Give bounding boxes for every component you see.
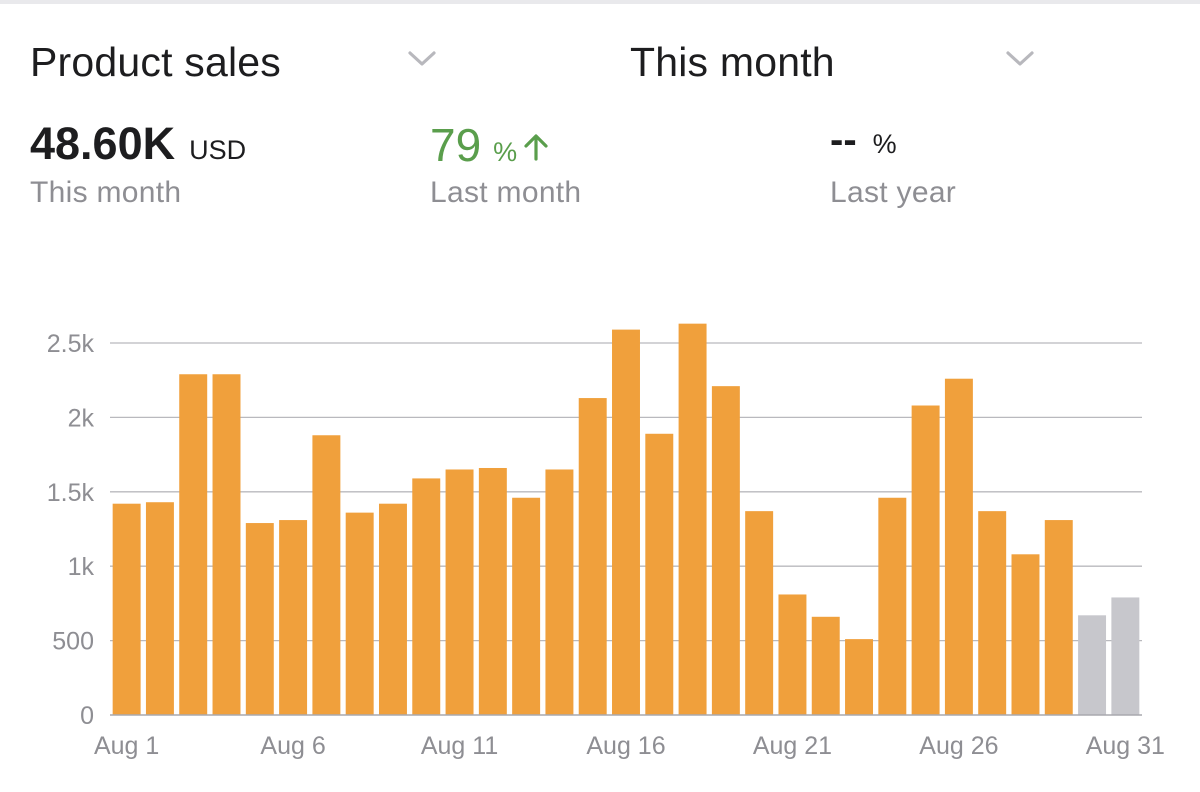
bar-aug-21[interactable]	[778, 594, 807, 715]
period-dropdown-label: This month	[630, 38, 835, 85]
y-tick-label: 1.5k	[47, 479, 95, 507]
bar-aug-4[interactable]	[212, 374, 241, 715]
chevron-down-icon	[1002, 44, 1038, 74]
last-year-label: Last year	[830, 176, 957, 209]
last-month-change-unit: %	[493, 137, 518, 167]
y-tick-label: 2.5k	[47, 330, 95, 358]
bar-aug-24[interactable]	[878, 497, 907, 715]
bar-aug-27[interactable]	[978, 511, 1007, 715]
arrow-up-icon	[523, 133, 549, 166]
y-tick-label: 0	[80, 702, 94, 730]
chevron-down-icon	[404, 44, 440, 74]
bar-aug-19[interactable]	[711, 386, 740, 715]
metric-total: 48.60K USD This month	[30, 118, 246, 210]
bar-aug-5[interactable]	[245, 523, 274, 715]
bar-aug-7[interactable]	[312, 435, 341, 715]
y-tick-label: 2k	[68, 404, 95, 432]
bar-aug-20[interactable]	[745, 511, 774, 715]
metric-last-month: 79 % Last month	[430, 118, 581, 210]
period-dropdown[interactable]: This month	[630, 36, 1050, 88]
x-tick-label: Aug 26	[919, 732, 998, 760]
last-year-change-unit: %	[872, 129, 897, 159]
x-tick-label: Aug 1	[94, 732, 159, 760]
metric-dropdown-label: Product sales	[30, 38, 282, 85]
bar-aug-23[interactable]	[845, 639, 874, 715]
last-month-label: Last month	[430, 176, 582, 209]
metric-dropdown[interactable]: Product sales	[30, 36, 450, 88]
x-tick-label: Aug 6	[260, 732, 325, 760]
daily-sales-bar-chart: 0 500 1k 1.5k 2k 2.5k Aug 1 Aug 6 Aug 11 Aug 16 Au…	[47, 323, 1165, 760]
bar-aug-11[interactable]	[445, 469, 474, 715]
bar-aug-3[interactable]	[179, 374, 208, 715]
bar-aug-16[interactable]	[612, 329, 640, 715]
last-month-change-value: 79	[430, 119, 482, 171]
last-year-change-value: --	[830, 118, 857, 162]
bar-aug-26[interactable]	[944, 378, 973, 715]
metric-last-year: -- % Last year	[830, 118, 956, 210]
bar-aug-8[interactable]	[345, 512, 374, 715]
x-tick-label: Aug 16	[586, 732, 665, 760]
total-value: 48.60K	[30, 118, 176, 169]
bar-aug-29[interactable]	[1044, 520, 1073, 715]
bar-aug-9[interactable]	[378, 503, 407, 715]
bar-aug-2[interactable]	[145, 502, 174, 715]
bar-aug-14[interactable]	[545, 469, 574, 715]
bar-aug-15[interactable]	[578, 398, 607, 715]
x-tick-label: Aug 31	[1086, 732, 1165, 760]
total-label: This month	[30, 176, 182, 209]
total-unit: USD	[189, 135, 247, 165]
bar-aug-13[interactable]	[512, 497, 541, 715]
bar-aug-17[interactable]	[645, 433, 674, 715]
x-tick-label: Aug 21	[753, 732, 832, 760]
x-tick-label: Aug 11	[421, 732, 498, 760]
y-tick-label: 500	[52, 628, 94, 656]
top-divider	[0, 0, 1200, 4]
bar-aug-22[interactable]	[811, 616, 840, 715]
bar-aug-12[interactable]	[478, 467, 507, 715]
bar-aug-1[interactable]	[112, 503, 141, 715]
bar-aug-6[interactable]	[279, 520, 308, 715]
bar-aug-31[interactable]	[1111, 597, 1140, 715]
bar-aug-10[interactable]	[412, 478, 441, 715]
y-tick-label: 1k	[68, 553, 95, 581]
bar-aug-28[interactable]	[1011, 554, 1040, 715]
bar-aug-18[interactable]	[678, 323, 707, 715]
bar-aug-25[interactable]	[911, 405, 940, 716]
bar-aug-30[interactable]	[1078, 615, 1107, 715]
